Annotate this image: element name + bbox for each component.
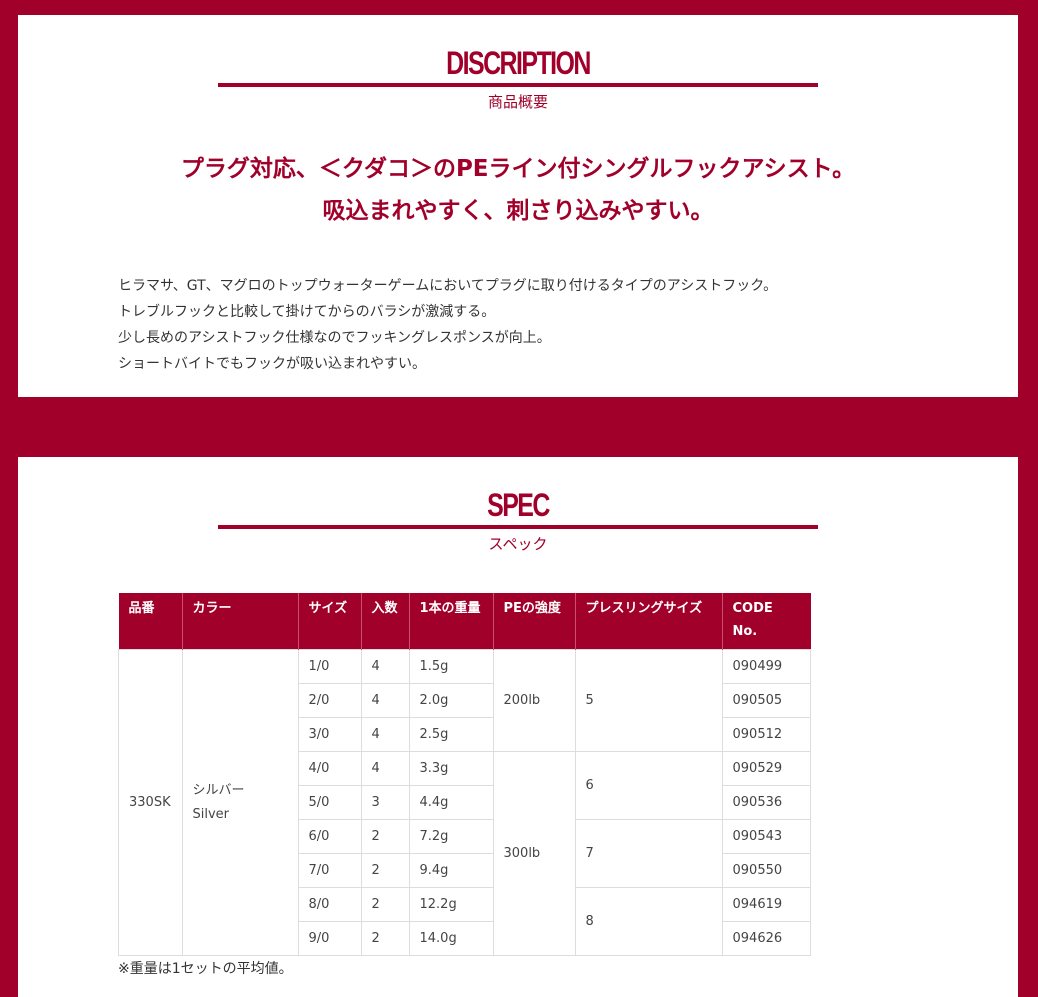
- product-number-cell: 330SK: [118, 649, 183, 956]
- table-row: 7/0 2 9.4g 090550: [119, 853, 811, 888]
- header-cell: CODE No.: [722, 593, 811, 650]
- weight-note: ※重量は1セットの平均値。: [118, 961, 293, 977]
- code-cell: 090505: [721, 683, 811, 718]
- size-cell: 4/0: [297, 751, 362, 786]
- header-cell: 1本の重量: [409, 593, 494, 650]
- pe-strength-cell: 200lb: [492, 649, 576, 752]
- table-row: 3/0 4 2.5g 090512: [119, 717, 811, 752]
- spec-table: 品番 カラー サイズ 入数 1本の重量 PEの強度 プレスリングサイズ CODE…: [118, 593, 811, 956]
- table-row: 6/0 2 7.2g 7 090543: [119, 819, 811, 888]
- header-cell: 品番: [118, 593, 183, 650]
- table-row: 4/0 4 3.3g 300lb 6 090529: [119, 751, 811, 956]
- press-ring-size-cell: 7: [574, 819, 723, 888]
- table-row: 8/0 2 12.2g 8 094619: [119, 887, 811, 956]
- weight-cell: 4.4g: [408, 785, 494, 820]
- body-line: トレブルフックと比較して掛けてからのバラシが激減する。: [118, 304, 496, 320]
- code-cell: 090536: [721, 785, 811, 820]
- quantity-cell: 2: [360, 921, 410, 956]
- press-ring-size-cell: 8: [574, 887, 723, 956]
- code-cell: 094619: [721, 887, 811, 922]
- code-cell: 090543: [721, 819, 811, 854]
- table-row: 330SK シルバー Silver 1/0 4 1.5g 200lb 5 090499: [118, 649, 811, 956]
- description-title: DISCRIPTION: [446, 45, 591, 81]
- table-row: 2/0 4 2.0g 090505: [119, 683, 811, 718]
- quantity-cell: 2: [360, 819, 410, 854]
- quantity-cell: 4: [360, 649, 410, 684]
- lead-line-1: プラグ対応、＜クダコ＞のPEライン付シングルフックアシスト。: [180, 156, 856, 182]
- body-line: 少し長めのアシストフック仕様なのでフッキングレスポンスが向上。: [118, 330, 551, 346]
- code-cell: 090512: [721, 717, 811, 752]
- weight-cell: 2.0g: [408, 683, 494, 718]
- header-cell: PEの強度: [493, 593, 576, 650]
- color-cell: シルバー Silver: [181, 649, 299, 956]
- quantity-cell: 3: [360, 785, 410, 820]
- code-cell: 094626: [721, 921, 811, 956]
- weight-cell: 7.2g: [408, 819, 494, 854]
- quantity-cell: 4: [360, 717, 410, 752]
- header-cell: プレスリングサイズ: [575, 593, 723, 650]
- size-cell: 2/0: [297, 683, 362, 718]
- quantity-cell: 4: [360, 751, 410, 786]
- code-cell: 090529: [721, 751, 811, 786]
- weight-cell: 1.5g: [408, 649, 494, 684]
- size-cell: 1/0: [297, 649, 362, 684]
- table-row: 9/0 2 14.0g 094626: [119, 921, 811, 956]
- lead-line-2: 吸込まれやすく、刺さり込みやすい。: [322, 198, 714, 224]
- divider: [218, 83, 818, 87]
- quantity-cell: 4: [360, 683, 410, 718]
- size-cell: 5/0: [297, 785, 362, 820]
- table-header-row: 品番 カラー サイズ 入数 1本の重量 PEの強度 プレスリングサイズ CODE…: [118, 593, 811, 650]
- spec-section: SPEC スペック 品番 カラー サイズ 入数 1本の重量 PEの強度 プレスリ…: [18, 457, 1018, 997]
- body-line: ヒラマサ、GT、マグロのトップウォーターゲームにおいてプラグに取り付けるタイプの…: [118, 278, 778, 294]
- description-body: ヒラマサ、GT、マグロのトップウォーターゲームにおいてプラグに取り付けるタイプの…: [118, 273, 777, 377]
- press-ring-size-cell: 5: [574, 649, 723, 752]
- body-line: ショートバイトでもフックが吸い込まれやすい。: [118, 356, 426, 372]
- size-cell: 3/0: [297, 717, 362, 752]
- description-section: DISCRIPTION 商品概要 プラグ対応、＜クダコ＞のPEライン付シングルフ…: [18, 15, 1018, 397]
- header-cell: カラー: [182, 593, 299, 650]
- weight-cell: 2.5g: [408, 717, 494, 752]
- description-subtitle: 商品概要: [487, 93, 548, 111]
- weight-cell: 9.4g: [408, 853, 494, 888]
- divider: [218, 525, 818, 529]
- color-name: Silver: [192, 806, 230, 822]
- size-cell: 7/0: [297, 853, 362, 888]
- size-cell: 8/0: [297, 887, 362, 922]
- color-name: シルバー: [192, 782, 245, 798]
- quantity-cell: 2: [360, 853, 410, 888]
- header-cell: 入数: [361, 593, 410, 650]
- press-ring-size-cell: 6: [574, 751, 723, 820]
- spec-title: SPEC: [487, 487, 550, 523]
- spec-subtitle: スペック: [488, 535, 548, 553]
- table-row: 5/0 3 4.4g 090536: [119, 785, 811, 820]
- weight-cell: 14.0g: [408, 921, 494, 956]
- size-cell: 6/0: [297, 819, 362, 854]
- weight-cell: 12.2g: [408, 887, 494, 922]
- code-cell: 090550: [721, 853, 811, 888]
- header-cell: サイズ: [298, 593, 362, 650]
- pe-strength-cell: 300lb: [492, 751, 576, 956]
- code-cell: 090499: [721, 649, 811, 684]
- weight-cell: 3.3g: [408, 751, 494, 786]
- quantity-cell: 2: [360, 887, 410, 922]
- size-cell: 9/0: [297, 921, 362, 956]
